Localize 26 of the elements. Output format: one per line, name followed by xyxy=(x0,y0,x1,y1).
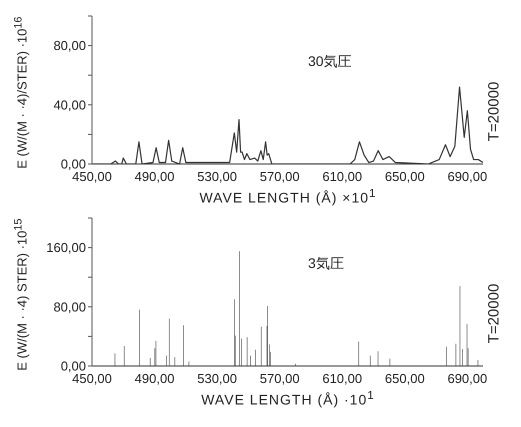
annotation: 3気圧 xyxy=(308,255,344,273)
y-tick-label: 80,00 xyxy=(53,38,86,54)
annotation: 30気圧 xyxy=(308,53,352,71)
y-tick-label: 0,00 xyxy=(60,156,86,172)
x-tick-label: 650,00 xyxy=(384,371,425,386)
x-tick-label: 570,00 xyxy=(260,169,300,184)
x-tick-label: 690,00 xyxy=(447,371,488,386)
text: T=20000 xyxy=(486,282,502,346)
x-tick-label: 610,00 xyxy=(322,169,362,184)
y-tick-label: 40,00 xyxy=(53,97,86,112)
y-tick-label: 80,00 xyxy=(53,299,86,314)
text: T=20000 xyxy=(486,80,502,144)
x-tick-label: 530,00 xyxy=(197,169,238,184)
x-tick-label: 530,00 xyxy=(197,371,238,386)
y-tick-label: 0,00 xyxy=(60,358,86,374)
x-tick-label: 450,00 xyxy=(72,371,112,386)
y-tick-label: 160,00 xyxy=(46,240,86,256)
x-tick-label: 450,00 xyxy=(72,169,112,184)
x-axis-title: WAVE LENGTH (Å) ·10$^{1}$ xyxy=(200,389,376,408)
x-axis-title: WAVE LENGTH (Å) ×10$^{1}$ xyxy=(198,187,378,206)
x-tick-label: 690,00 xyxy=(447,169,488,184)
x-tick-label: 650,00 xyxy=(384,169,425,184)
x-tick-label: 570,00 xyxy=(260,371,300,386)
x-tick-label: 490,00 xyxy=(134,169,174,184)
x-tick-label: 610,00 xyxy=(322,371,362,386)
x-tick-label: 490,00 xyxy=(134,371,174,386)
